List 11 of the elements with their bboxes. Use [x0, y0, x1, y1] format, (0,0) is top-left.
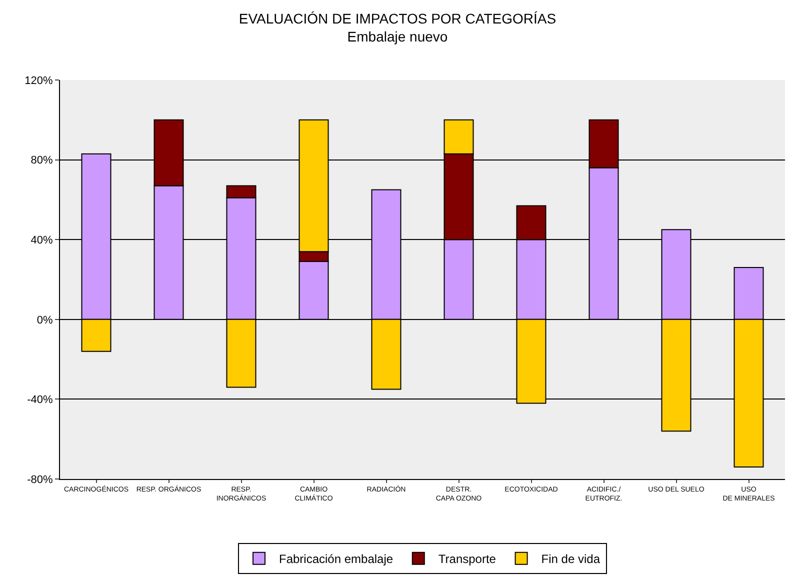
chart-title: EVALUACIÓN DE IMPACTOS POR CATEGORÍAS — [238, 10, 556, 26]
y-tick-label: 120% — [24, 74, 54, 87]
y-tick-label: 80% — [30, 154, 54, 167]
chart-subtitle: Embalaje nuevo — [347, 28, 448, 45]
y-tick-label: 0% — [36, 314, 54, 326]
y-tick-label: 40% — [30, 234, 54, 246]
y-tick-label: -80% — [27, 474, 54, 486]
legend-label: Fabricación embalaje — [279, 552, 394, 566]
y-tick-label: -40% — [27, 394, 54, 406]
legend-label: Transporte — [438, 552, 496, 566]
legend-label: Fin de vida — [541, 552, 600, 566]
